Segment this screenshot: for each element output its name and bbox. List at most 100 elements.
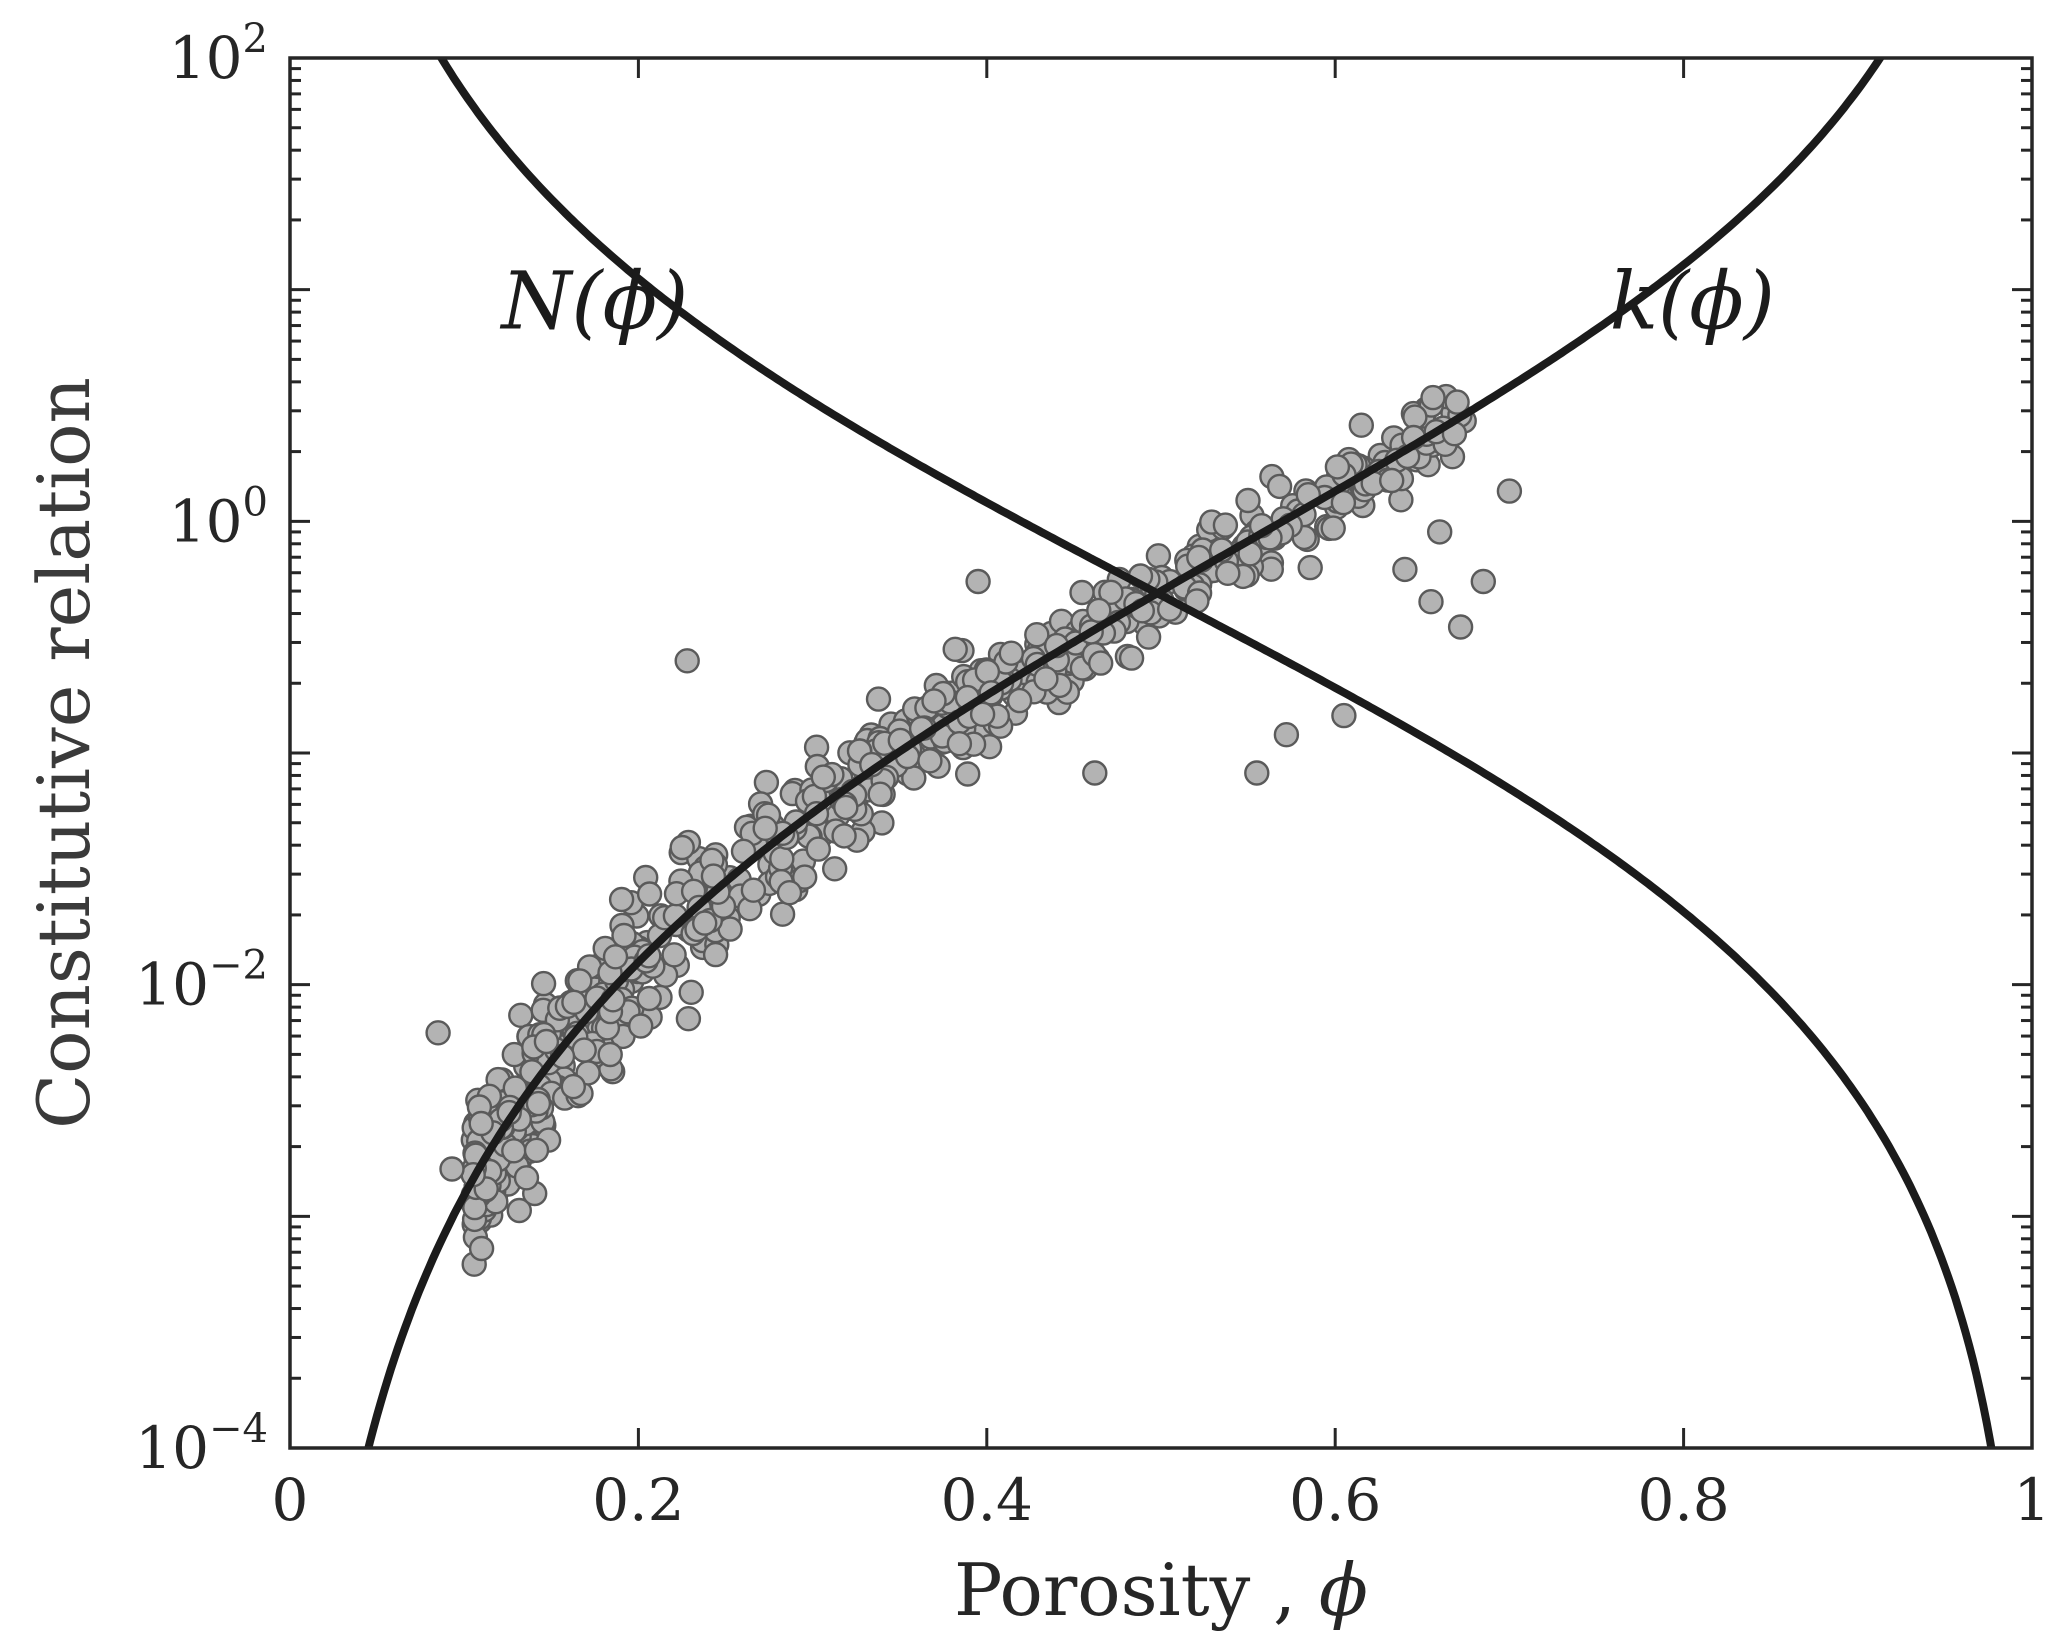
scatter-point (776, 880, 803, 906)
scatter-point (1024, 622, 1050, 648)
scatter-point (1330, 489, 1357, 516)
scatter-point (468, 1110, 494, 1137)
y-tick-label: 102 (169, 16, 268, 92)
scatter-point (508, 1002, 534, 1028)
scatter-point (1331, 702, 1357, 729)
scatter-point (501, 1138, 527, 1164)
scatter-point (674, 648, 700, 674)
scatter-point (602, 944, 629, 970)
scatter-point (628, 1013, 654, 1039)
scatter-point (769, 901, 796, 927)
scatter-point (669, 834, 695, 861)
scatter-point (468, 1235, 495, 1262)
scatter-point (965, 568, 991, 595)
scatter-point (955, 761, 981, 787)
y-tick-label: 10−2 (135, 943, 268, 1019)
scatter-point (1447, 614, 1474, 640)
scatter-point (597, 1041, 623, 1068)
scatter-point (439, 1156, 465, 1182)
x-tick-label: 0.4 (941, 1466, 1033, 1534)
scatter-point (865, 686, 892, 712)
scatter-point (1244, 760, 1270, 786)
scatter-point (833, 794, 859, 821)
scatter-point (921, 688, 947, 714)
scatter-point (513, 1165, 540, 1191)
x-axis-label: Porosity , ϕ (954, 1548, 1368, 1632)
scatter-point (560, 1073, 586, 1100)
n-curve (436, 58, 1996, 1448)
scatter-point (1420, 384, 1446, 411)
scatter-point (1069, 579, 1095, 606)
x-axis-label-text: Porosity , (954, 1548, 1319, 1632)
k-curve (364, 58, 1885, 1448)
scatter-point (1118, 645, 1145, 671)
scatter-point (506, 1197, 532, 1224)
scatter-point (530, 970, 557, 997)
scatter-point (1378, 467, 1405, 494)
scatter-point (1426, 519, 1453, 545)
scatter-point (636, 881, 663, 907)
scatter-point (608, 886, 635, 913)
scatter-point (822, 856, 848, 882)
curves-group (364, 58, 1996, 1448)
scatter-point (702, 941, 729, 968)
scatter-point (533, 1028, 560, 1055)
scatter-point (636, 985, 662, 1012)
scatter-point (1392, 556, 1418, 583)
scatter-point (946, 731, 973, 757)
scatter-point (1033, 666, 1059, 692)
scatter-point (1145, 543, 1172, 569)
scatter-point (1273, 722, 1300, 748)
scatter-point (561, 989, 587, 1015)
y-tick-label: 100 (169, 479, 268, 555)
scatter-point (1320, 515, 1346, 541)
scatter-point (792, 864, 818, 890)
scatter-point (1215, 560, 1241, 586)
curve-label-k: k(ϕ) (1610, 254, 1775, 347)
scatter-point (974, 658, 1001, 685)
scatter-point (525, 1090, 552, 1117)
scatter-point (942, 636, 968, 662)
scatter-point (969, 701, 996, 727)
scatter-point (1470, 568, 1497, 595)
scatter-point (867, 781, 893, 807)
x-axis-label-phi-symbol: ϕ (1318, 1548, 1368, 1632)
scatter-point (1086, 597, 1112, 624)
scatter-point (831, 823, 857, 849)
scatter-point (661, 942, 687, 968)
scatter-point (1087, 650, 1114, 676)
scatter-point (998, 640, 1024, 666)
scatter-point (425, 1020, 451, 1046)
scatter-point (917, 748, 943, 774)
scatter-point (571, 1037, 597, 1063)
scatter-point (1444, 389, 1470, 415)
scatter-point (1297, 554, 1323, 581)
scatter-point (740, 877, 767, 903)
scatter-point (567, 968, 593, 994)
scatter-point (805, 836, 831, 862)
scatter-point (675, 1006, 702, 1032)
scatter-point (1348, 412, 1375, 438)
scatter-point (1006, 687, 1033, 714)
scatter-point (611, 922, 637, 949)
scatter-point (1098, 579, 1124, 605)
y-tick-label: 10−4 (135, 1406, 268, 1482)
scatter-point (1212, 512, 1239, 538)
scatter-point (1082, 760, 1108, 786)
x-tick-label: 0 (272, 1466, 309, 1534)
scatter-group (425, 383, 1523, 1277)
scatter-point (1266, 473, 1293, 500)
scatter-point (692, 910, 718, 936)
scatter-point (1418, 589, 1444, 615)
scatter-point (752, 815, 778, 841)
scatter-point (1235, 487, 1261, 514)
scatter-point (1324, 454, 1351, 480)
x-tick-label: 0.2 (592, 1466, 684, 1534)
scatter-point (678, 979, 704, 1005)
scatter-point (1135, 624, 1162, 650)
curve-label-N: N(ϕ) (499, 254, 688, 347)
scatter-point (769, 846, 795, 872)
x-tick-label: 0.6 (1289, 1466, 1381, 1534)
